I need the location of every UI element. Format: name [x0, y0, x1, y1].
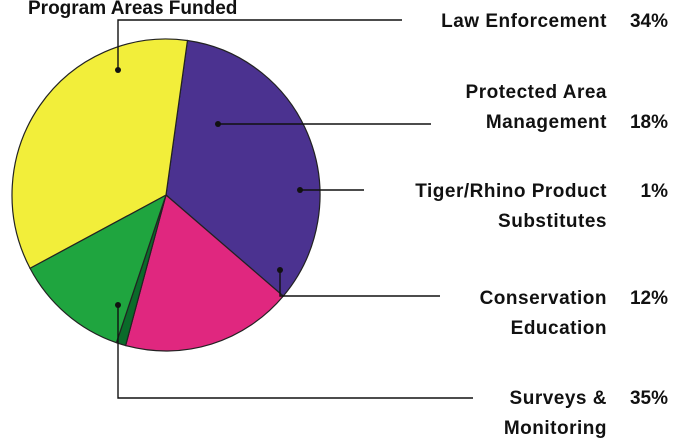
slice-label-2-line-0: Tiger/Rhino Product	[415, 181, 607, 202]
slice-value-label-0: 34%	[630, 11, 668, 32]
callout-dot-2	[297, 187, 303, 193]
pie-slice-1	[124, 193, 285, 352]
chart-title: Program Areas Funded	[28, 0, 237, 19]
slice-label-2-line-1: Substitutes	[498, 211, 607, 232]
callout-dot-3	[277, 267, 283, 273]
callout-lines	[115, 19, 473, 399]
slice-label-3-line-0: Conservation	[480, 288, 607, 309]
slice-label-0-line-0: Law Enforcement	[441, 11, 607, 32]
callout-dot-1	[215, 121, 221, 127]
slice-value-label-4: 35%	[630, 388, 668, 409]
pie-slice-3	[29, 193, 168, 344]
slice-label-1-line-0: Protected Area	[466, 82, 607, 103]
pie-slices	[11, 38, 321, 352]
callout-line-3	[279, 270, 440, 297]
slice-labels: Law Enforcement 34% Protected Area Manageme…	[415, 11, 668, 439]
slice-value-label-1: 18%	[630, 112, 668, 133]
callout-line-4	[117, 305, 473, 399]
callout-line-0	[117, 19, 402, 70]
slice-label-1-line-1: Management	[486, 112, 607, 133]
slice-value-label-3: 12%	[630, 288, 668, 309]
slice-label-3-line-1: Education	[511, 318, 607, 339]
callout-dot-4	[115, 302, 121, 308]
slice-value-label-2: 1%	[641, 181, 669, 202]
slice-label-4-line-1: Monitoring	[504, 418, 607, 439]
pie-slice-0	[165, 39, 321, 297]
callout-dot-0	[115, 67, 121, 73]
pie-slice-4	[11, 38, 189, 270]
slice-label-4-line-0: Surveys &	[510, 388, 607, 409]
